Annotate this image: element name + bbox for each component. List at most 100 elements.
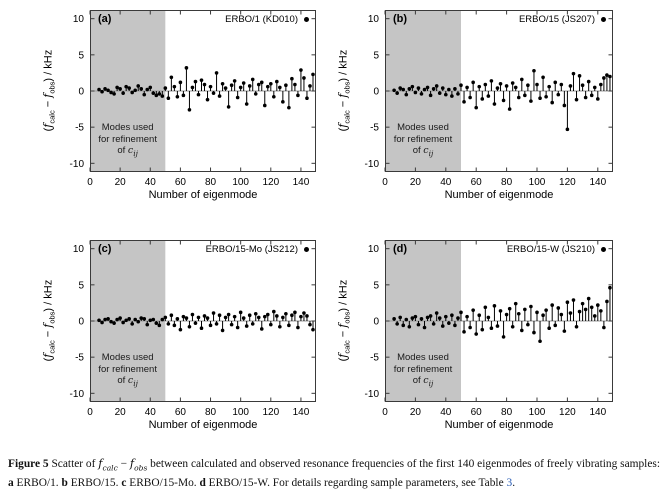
f-symbol: f xyxy=(41,353,55,358)
figure-caption: Figure 5 Scatter of fcalc − fobs between… xyxy=(8,456,660,491)
svg-text:10: 10 xyxy=(73,244,85,255)
caption-panel-d: d xyxy=(199,476,206,489)
caption-text: ERBO/1. xyxy=(13,476,62,489)
ylabel-open: ( xyxy=(337,127,350,132)
scatter-plot-d: 0 20 40 60 80 100 120 140 10 5 0 -5 -10 xyxy=(365,240,613,418)
svg-text:60: 60 xyxy=(175,407,187,418)
svg-text:100: 100 xyxy=(529,407,546,418)
legend-label: ERBO/15-Mo (JS212) xyxy=(205,244,298,255)
svg-text:-10: -10 xyxy=(365,389,380,400)
svg-text:0: 0 xyxy=(382,407,388,418)
cij-symbol: cij xyxy=(127,375,138,388)
panel-label-d: (d) xyxy=(393,243,408,255)
y-axis-title: (fcalc − fobs) / kHz xyxy=(336,16,351,166)
svg-text:80: 80 xyxy=(501,177,513,188)
ylabel-close: ) / kHz xyxy=(337,279,350,312)
svg-text:0: 0 xyxy=(382,177,388,188)
caption-text: ERBO/15. xyxy=(67,476,122,489)
y-axis-title: (fcalc − fobs) / kHz xyxy=(41,246,56,396)
caption-minus: − xyxy=(117,458,130,470)
caption-text: ERBO/15-Mo. xyxy=(126,476,200,489)
svg-text:10: 10 xyxy=(73,14,85,25)
note-line2: for refinement xyxy=(98,363,157,375)
ylabel-sub-calc: calc xyxy=(47,110,57,124)
legend-label: ERBO/15 (JS207) xyxy=(518,14,595,25)
f-symbol: f xyxy=(336,323,350,328)
svg-text:60: 60 xyxy=(471,407,483,418)
svg-text:60: 60 xyxy=(175,177,187,188)
svg-text:-5: -5 xyxy=(75,123,84,134)
f-symbol: f xyxy=(336,93,350,98)
svg-text:80: 80 xyxy=(205,407,217,418)
caption-figure-label: Figure 5 xyxy=(8,458,49,470)
tick-marks xyxy=(89,10,316,172)
legend-marker-icon xyxy=(601,247,606,252)
ylabel-open: ( xyxy=(337,357,350,362)
panel-label-a: (a) xyxy=(98,13,112,25)
svg-text:0: 0 xyxy=(373,317,379,328)
x-axis-title: Number of eigenmode xyxy=(444,419,554,431)
x-axis-title: Number of eigenmode xyxy=(148,189,258,201)
note-line2: for refinement xyxy=(98,133,157,145)
legend-label: ERBO/15-W (JS210) xyxy=(506,244,595,255)
ylabel-close: ) / kHz xyxy=(42,49,55,82)
shaded-region-note: Modes used for refinement of cij xyxy=(368,122,478,159)
note-line1: Modes used xyxy=(101,352,154,363)
svg-text:20: 20 xyxy=(410,407,422,418)
caption-text: Scatter of xyxy=(48,458,99,470)
f-obs-symbol: fobs xyxy=(129,456,148,473)
cij-symbol: cij xyxy=(127,145,138,158)
ylabel-close: ) / kHz xyxy=(337,49,350,82)
subplot-a: 0 20 40 60 80 100 120 140 10 5 0 -5 -10 (a) ERBO/1 (… xyxy=(0,0,340,227)
svg-text:140: 140 xyxy=(293,177,310,188)
ylabel-minus: − xyxy=(42,327,55,341)
svg-text:100: 100 xyxy=(529,177,546,188)
data-series xyxy=(97,66,315,112)
legend-c: ERBO/15-Mo (JS212) xyxy=(90,244,309,255)
svg-text:60: 60 xyxy=(471,177,483,188)
svg-text:120: 120 xyxy=(559,177,576,188)
svg-text:5: 5 xyxy=(78,280,84,291)
svg-text:0: 0 xyxy=(87,177,93,188)
data-series xyxy=(97,309,315,333)
tick-labels: 0 20 40 60 80 100 120 140 10 5 0 -5 -10 xyxy=(70,14,310,188)
ylabel-sub-calc: calc xyxy=(342,110,352,124)
note-line3: of xyxy=(412,145,424,156)
svg-text:5: 5 xyxy=(373,50,379,61)
svg-text:80: 80 xyxy=(501,407,513,418)
ylabel-open: ( xyxy=(42,357,55,362)
svg-text:40: 40 xyxy=(440,177,452,188)
ylabel-minus: − xyxy=(42,97,55,111)
legend-a: ERBO/1 (KD010) xyxy=(90,14,309,25)
f-calc-symbol: fcalc xyxy=(98,456,118,473)
ylabel-sub-calc: calc xyxy=(342,340,352,354)
legend-b: ERBO/15 (JS207) xyxy=(385,14,606,25)
legend-d: ERBO/15-W (JS210) xyxy=(385,244,606,255)
f-symbol: f xyxy=(41,323,55,328)
tick-marks xyxy=(89,240,316,402)
ylabel-sub-obs: obs xyxy=(47,81,57,94)
caption-panel-b: b xyxy=(61,476,68,489)
svg-text:140: 140 xyxy=(589,177,606,188)
svg-text:140: 140 xyxy=(589,407,606,418)
scatter-plot-b: 0 20 40 60 80 100 120 140 10 5 0 -5 -10 xyxy=(365,10,613,188)
note-line1: Modes used xyxy=(101,122,154,133)
svg-text:0: 0 xyxy=(373,87,379,98)
svg-text:120: 120 xyxy=(262,177,279,188)
shaded-region-note: Modes used for refinement of cij xyxy=(73,352,183,389)
subplot-d: 0 20 40 60 80 100 120 140 10 5 0 -5 -10 (d) ERBO/15-… xyxy=(336,227,669,455)
subplot-c: 0 20 40 60 80 100 120 140 10 5 0 -5 -10 (c) ERBO/15-… xyxy=(0,227,340,455)
svg-text:40: 40 xyxy=(145,407,157,418)
f-symbol: f xyxy=(41,93,55,98)
ylabel-open: ( xyxy=(42,127,55,132)
y-axis-title: (fcalc − fobs) / kHz xyxy=(41,16,56,166)
legend-marker-icon xyxy=(601,17,606,22)
panel-label-b: (b) xyxy=(393,13,408,25)
tick-labels: 0 20 40 60 80 100 120 140 10 5 0 -5 -10 xyxy=(70,244,310,418)
table-3-link[interactable]: 3 xyxy=(506,476,513,489)
ylabel-close: ) / kHz xyxy=(42,279,55,312)
y-axis-title: (fcalc − fobs) / kHz xyxy=(336,246,351,396)
ylabel-sub-obs: obs xyxy=(342,81,352,94)
x-axis-title: Number of eigenmode xyxy=(444,189,554,201)
panel-label-c: (c) xyxy=(98,243,112,255)
